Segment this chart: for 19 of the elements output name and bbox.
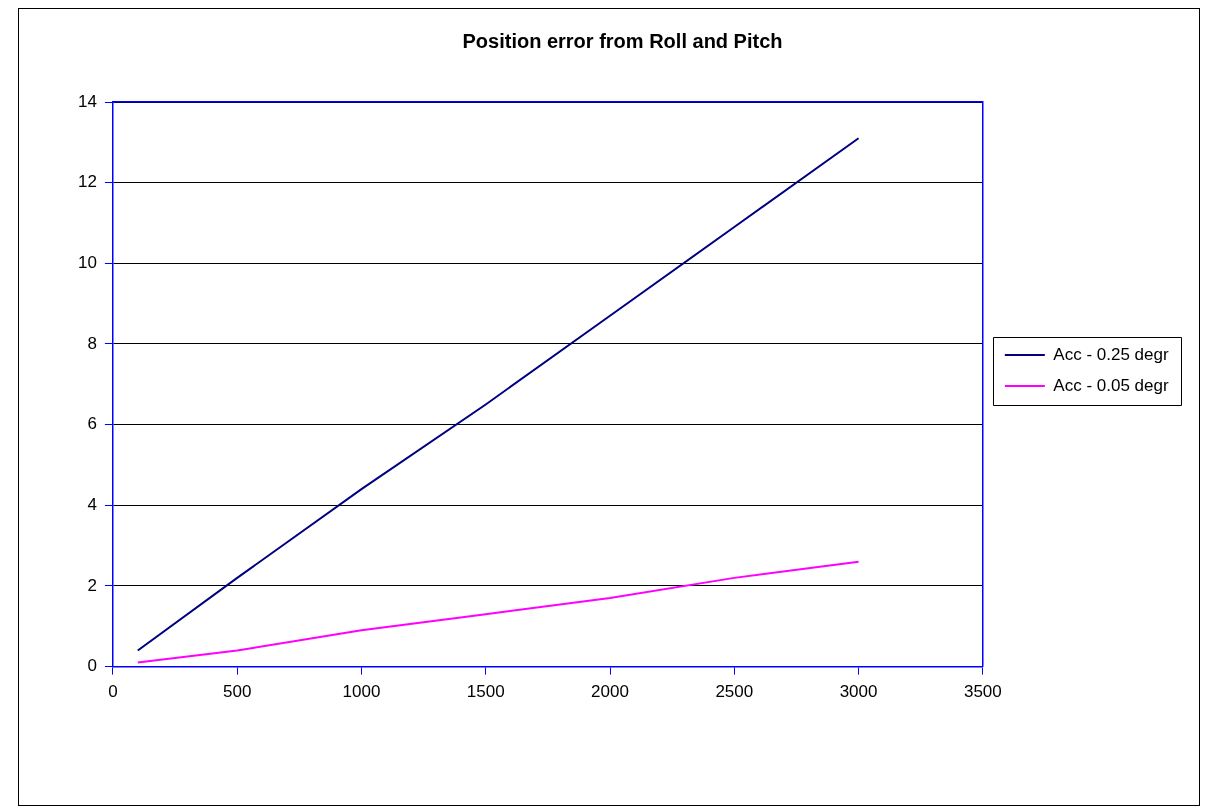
y-tick-label: 12	[77, 172, 97, 192]
x-tick-label: 0	[108, 682, 118, 702]
y-tick-label: 8	[87, 333, 97, 353]
y-tick-label: 10	[77, 253, 97, 272]
x-tick-label: 500	[223, 682, 252, 702]
y-tick-label: 4	[87, 494, 97, 514]
x-tick-label: 2500	[715, 682, 754, 702]
y-tick-label: 6	[87, 414, 97, 434]
x-tick-label: 3500	[963, 682, 1002, 702]
x-tick-label: 1000	[342, 682, 381, 702]
y-tick-label: 0	[87, 656, 97, 676]
legend-label: Acc - 0.05 degr	[1053, 375, 1169, 395]
x-tick-label: 1500	[466, 682, 505, 702]
y-tick-label: 14	[77, 91, 97, 111]
y-tick-label: 2	[87, 575, 97, 595]
x-tick-label: 2000	[591, 682, 629, 702]
legend-label: Acc - 0.25 degr	[1053, 344, 1169, 364]
x-tick-label: 3000	[839, 682, 878, 702]
chart-title: Position error from Roll and Pitch	[462, 29, 783, 52]
